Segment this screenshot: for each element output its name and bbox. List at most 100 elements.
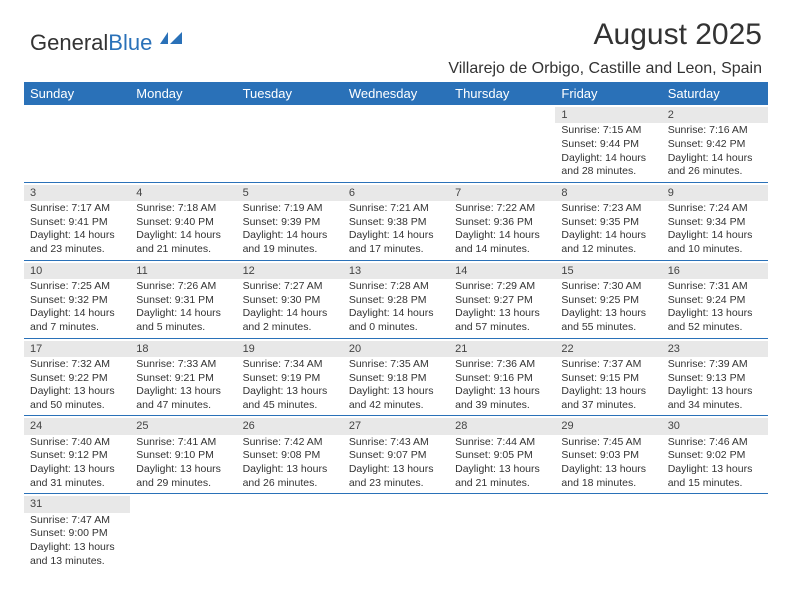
- day-number: 23: [662, 341, 768, 357]
- daylight-text: Daylight: 14 hours: [30, 307, 124, 321]
- sunset-text: Sunset: 9:30 PM: [243, 294, 337, 308]
- daylight-text: Daylight: 13 hours: [561, 385, 655, 399]
- sunset-text: Sunset: 9:19 PM: [243, 372, 337, 386]
- sunrise-text: Sunrise: 7:33 AM: [136, 358, 230, 372]
- sunset-text: Sunset: 9:03 PM: [561, 449, 655, 463]
- daylight-text: Daylight: 13 hours: [136, 463, 230, 477]
- sunset-text: Sunset: 9:25 PM: [561, 294, 655, 308]
- calendar-empty-cell: [343, 105, 449, 182]
- weekday-header: Sunday: [24, 82, 130, 105]
- calendar-empty-cell: [237, 105, 343, 182]
- daylight-text: and 42 minutes.: [349, 399, 443, 413]
- sunset-text: Sunset: 9:42 PM: [668, 138, 762, 152]
- day-number: 31: [24, 496, 130, 512]
- daylight-text: Daylight: 14 hours: [561, 152, 655, 166]
- daylight-text: and 0 minutes.: [349, 321, 443, 335]
- day-number: 13: [343, 263, 449, 279]
- daylight-text: Daylight: 13 hours: [561, 463, 655, 477]
- sunset-text: Sunset: 9:12 PM: [30, 449, 124, 463]
- daylight-text: Daylight: 14 hours: [349, 229, 443, 243]
- calendar-day-cell: 2Sunrise: 7:16 AMSunset: 9:42 PMDaylight…: [662, 105, 768, 182]
- daylight-text: Daylight: 14 hours: [561, 229, 655, 243]
- calendar-day-cell: 26Sunrise: 7:42 AMSunset: 9:08 PMDayligh…: [237, 416, 343, 494]
- calendar-day-cell: 13Sunrise: 7:28 AMSunset: 9:28 PMDayligh…: [343, 260, 449, 338]
- sunrise-text: Sunrise: 7:18 AM: [136, 202, 230, 216]
- calendar-day-cell: 27Sunrise: 7:43 AMSunset: 9:07 PMDayligh…: [343, 416, 449, 494]
- day-number: 18: [130, 341, 236, 357]
- sunrise-text: Sunrise: 7:17 AM: [30, 202, 124, 216]
- daylight-text: and 14 minutes.: [455, 243, 549, 257]
- sunrise-text: Sunrise: 7:15 AM: [561, 124, 655, 138]
- daylight-text: and 52 minutes.: [668, 321, 762, 335]
- calendar-day-cell: 16Sunrise: 7:31 AMSunset: 9:24 PMDayligh…: [662, 260, 768, 338]
- sunset-text: Sunset: 9:10 PM: [136, 449, 230, 463]
- sunset-text: Sunset: 9:08 PM: [243, 449, 337, 463]
- sunset-text: Sunset: 9:18 PM: [349, 372, 443, 386]
- daylight-text: and 23 minutes.: [349, 477, 443, 491]
- sunrise-text: Sunrise: 7:26 AM: [136, 280, 230, 294]
- daylight-text: and 10 minutes.: [668, 243, 762, 257]
- weekday-header: Friday: [555, 82, 661, 105]
- daylight-text: and 50 minutes.: [30, 399, 124, 413]
- sunset-text: Sunset: 9:02 PM: [668, 449, 762, 463]
- sunset-text: Sunset: 9:38 PM: [349, 216, 443, 230]
- daylight-text: and 18 minutes.: [561, 477, 655, 491]
- daylight-text: and 12 minutes.: [561, 243, 655, 257]
- daylight-text: and 5 minutes.: [136, 321, 230, 335]
- sunrise-text: Sunrise: 7:45 AM: [561, 436, 655, 450]
- calendar-day-cell: 17Sunrise: 7:32 AMSunset: 9:22 PMDayligh…: [24, 338, 130, 416]
- calendar-empty-cell: [449, 105, 555, 182]
- calendar-day-cell: 3Sunrise: 7:17 AMSunset: 9:41 PMDaylight…: [24, 182, 130, 260]
- sunrise-text: Sunrise: 7:43 AM: [349, 436, 443, 450]
- sunrise-text: Sunrise: 7:21 AM: [349, 202, 443, 216]
- daylight-text: Daylight: 13 hours: [668, 385, 762, 399]
- day-number: 24: [24, 418, 130, 434]
- sunrise-text: Sunrise: 7:16 AM: [668, 124, 762, 138]
- daylight-text: Daylight: 14 hours: [349, 307, 443, 321]
- sunrise-text: Sunrise: 7:47 AM: [30, 514, 124, 528]
- weekday-header: Thursday: [449, 82, 555, 105]
- daylight-text: and 57 minutes.: [455, 321, 549, 335]
- calendar-week-row: 31Sunrise: 7:47 AMSunset: 9:00 PMDayligh…: [24, 494, 768, 571]
- daylight-text: and 39 minutes.: [455, 399, 549, 413]
- calendar-day-cell: 5Sunrise: 7:19 AMSunset: 9:39 PMDaylight…: [237, 182, 343, 260]
- calendar-day-cell: 20Sunrise: 7:35 AMSunset: 9:18 PMDayligh…: [343, 338, 449, 416]
- sunset-text: Sunset: 9:07 PM: [349, 449, 443, 463]
- sunrise-text: Sunrise: 7:35 AM: [349, 358, 443, 372]
- day-number: 9: [662, 185, 768, 201]
- weekday-header: Saturday: [662, 82, 768, 105]
- weekday-header: Tuesday: [237, 82, 343, 105]
- day-number: 6: [343, 185, 449, 201]
- daylight-text: Daylight: 13 hours: [349, 385, 443, 399]
- day-number: 27: [343, 418, 449, 434]
- daylight-text: Daylight: 13 hours: [243, 463, 337, 477]
- calendar-day-cell: 21Sunrise: 7:36 AMSunset: 9:16 PMDayligh…: [449, 338, 555, 416]
- sunrise-text: Sunrise: 7:36 AM: [455, 358, 549, 372]
- sunrise-text: Sunrise: 7:22 AM: [455, 202, 549, 216]
- daylight-text: and 21 minutes.: [136, 243, 230, 257]
- day-number: 5: [237, 185, 343, 201]
- daylight-text: Daylight: 13 hours: [455, 307, 549, 321]
- daylight-text: Daylight: 13 hours: [455, 463, 549, 477]
- sunset-text: Sunset: 9:27 PM: [455, 294, 549, 308]
- weekday-header: Wednesday: [343, 82, 449, 105]
- daylight-text: and 26 minutes.: [243, 477, 337, 491]
- calendar-week-row: 1Sunrise: 7:15 AMSunset: 9:44 PMDaylight…: [24, 105, 768, 182]
- sunrise-text: Sunrise: 7:44 AM: [455, 436, 549, 450]
- calendar-day-cell: 30Sunrise: 7:46 AMSunset: 9:02 PMDayligh…: [662, 416, 768, 494]
- calendar-day-cell: 18Sunrise: 7:33 AMSunset: 9:21 PMDayligh…: [130, 338, 236, 416]
- day-number: 4: [130, 185, 236, 201]
- calendar-day-cell: 8Sunrise: 7:23 AMSunset: 9:35 PMDaylight…: [555, 182, 661, 260]
- daylight-text: and 21 minutes.: [455, 477, 549, 491]
- calendar-day-cell: 12Sunrise: 7:27 AMSunset: 9:30 PMDayligh…: [237, 260, 343, 338]
- calendar-week-row: 17Sunrise: 7:32 AMSunset: 9:22 PMDayligh…: [24, 338, 768, 416]
- daylight-text: and 31 minutes.: [30, 477, 124, 491]
- day-number: 16: [662, 263, 768, 279]
- calendar-empty-cell: [343, 494, 449, 571]
- calendar-empty-cell: [24, 105, 130, 182]
- sunset-text: Sunset: 9:13 PM: [668, 372, 762, 386]
- calendar-day-cell: 19Sunrise: 7:34 AMSunset: 9:19 PMDayligh…: [237, 338, 343, 416]
- calendar-day-cell: 25Sunrise: 7:41 AMSunset: 9:10 PMDayligh…: [130, 416, 236, 494]
- sunset-text: Sunset: 9:31 PM: [136, 294, 230, 308]
- sunset-text: Sunset: 9:15 PM: [561, 372, 655, 386]
